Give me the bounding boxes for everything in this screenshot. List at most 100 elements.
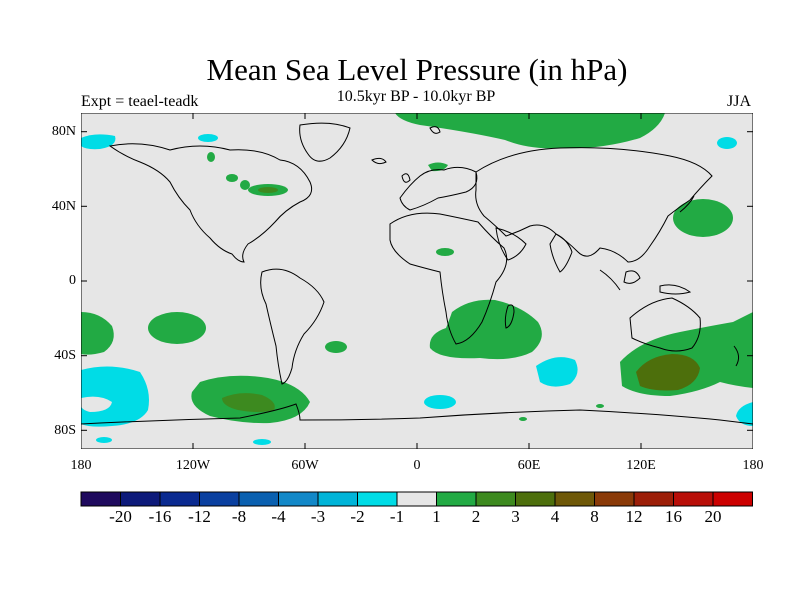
lat-label-40s: 40S bbox=[54, 348, 76, 363]
colorbar-label: 12 bbox=[625, 507, 643, 526]
lon-label-120w: 120W bbox=[175, 458, 211, 473]
colorbar-swatch bbox=[238, 491, 279, 507]
coast-antarctica bbox=[81, 403, 753, 425]
lat-label-0: 0 bbox=[69, 273, 76, 288]
map-frame bbox=[81, 113, 753, 449]
colorbar-swatch bbox=[633, 491, 674, 507]
anomaly-indian-ocean bbox=[536, 357, 578, 387]
season-label: JJA bbox=[727, 93, 752, 110]
anomaly-japan bbox=[673, 199, 733, 237]
colorbar-label: -4 bbox=[271, 507, 286, 526]
colorbar-label: 2 bbox=[471, 507, 481, 526]
coast-sumatra bbox=[599, 269, 621, 291]
lon-label-60w: 60W bbox=[291, 458, 319, 473]
coast-svalbard bbox=[429, 126, 441, 134]
coast-iceland bbox=[371, 157, 387, 165]
anomaly-hudson-core bbox=[258, 187, 278, 193]
colorbar-swatch bbox=[673, 491, 714, 507]
coast-arabia bbox=[495, 227, 527, 261]
colorbar-label: -2 bbox=[350, 507, 365, 526]
colorbar-swatch bbox=[594, 491, 635, 507]
anomaly-arctic bbox=[395, 113, 665, 149]
colorbar-label: 3 bbox=[511, 507, 520, 526]
coast-asia bbox=[475, 147, 713, 263]
lat-label-40n: 40N bbox=[51, 199, 76, 214]
colorbar-label: -3 bbox=[310, 507, 326, 526]
coast-north-america bbox=[108, 143, 313, 263]
colorbar-swatch bbox=[159, 491, 200, 507]
anomaly-south-pacific-30s bbox=[148, 312, 206, 344]
experiment-label: Expt = teael-teadk bbox=[81, 93, 199, 110]
chart-title: Mean Sea Level Pressure (in hPa) bbox=[206, 52, 628, 87]
anomaly-arctic-patch bbox=[428, 162, 448, 172]
colorbar-swatch bbox=[554, 491, 595, 507]
anomaly-west-pacific-edge bbox=[81, 312, 114, 355]
coast-british-isles bbox=[401, 173, 411, 183]
lat-label-80n: 80N bbox=[51, 124, 76, 139]
colorbar-swatch bbox=[120, 491, 161, 507]
coastlines bbox=[81, 122, 753, 425]
coast-madagascar bbox=[504, 304, 515, 329]
anomaly-arctic-east bbox=[717, 137, 737, 149]
colorbar-label: 4 bbox=[550, 507, 560, 526]
coast-new-zealand bbox=[733, 345, 740, 367]
lon-label-0: 0 bbox=[413, 458, 421, 473]
anomaly-canada-small-2 bbox=[226, 174, 238, 182]
colorbar-label: -1 bbox=[389, 507, 405, 526]
anomaly-atlantic-small bbox=[325, 341, 347, 353]
anomaly-arctic-canada bbox=[81, 134, 116, 150]
coast-australia bbox=[629, 297, 701, 352]
anomaly-antarctic-small bbox=[519, 417, 527, 421]
anomaly-africa-small bbox=[436, 248, 454, 256]
colorbar-label: 16 bbox=[665, 507, 682, 526]
anomaly-fields bbox=[81, 113, 753, 449]
lat-label-80s: 80S bbox=[54, 423, 76, 438]
anomaly-canada-small-3 bbox=[240, 180, 250, 190]
coast-africa bbox=[389, 212, 508, 345]
anomaly-canada-small-1 bbox=[207, 152, 215, 162]
anomaly-south-pacific-180 bbox=[81, 366, 149, 427]
anomaly-antarctic-cyan bbox=[253, 439, 271, 445]
colorbar-label: -20 bbox=[109, 507, 132, 526]
colorbar-label: -16 bbox=[148, 507, 172, 526]
anomaly-south-atlantic bbox=[424, 395, 456, 409]
colorbar-swatch bbox=[712, 491, 753, 507]
lon-label-60e: 60E bbox=[517, 458, 541, 473]
coast-new-guinea bbox=[659, 284, 692, 295]
colorbar-swatch bbox=[475, 491, 516, 507]
coast-india bbox=[549, 233, 573, 273]
coast-japan bbox=[679, 195, 695, 213]
colorbar-swatch bbox=[436, 491, 477, 507]
colorbar-swatch bbox=[515, 491, 556, 507]
lon-ticks bbox=[192, 113, 642, 449]
colorbar bbox=[80, 491, 753, 507]
colorbar-swatch bbox=[396, 491, 437, 507]
colorbar-label: 20 bbox=[704, 507, 722, 526]
colorbar-swatch bbox=[278, 491, 319, 507]
chart-subtitle: 10.5kyr BP - 10.0kyr BP bbox=[336, 88, 496, 105]
anomaly-canada-cyan bbox=[198, 134, 218, 142]
colorbar-label: 1 bbox=[432, 507, 441, 526]
colorbar-label: -12 bbox=[188, 507, 211, 526]
coast-south-america bbox=[260, 268, 325, 385]
colorbar-label: -8 bbox=[231, 507, 247, 526]
lon-label-120e: 120E bbox=[626, 458, 656, 473]
lon-label-180-east: 180 bbox=[742, 458, 764, 473]
anomaly-antarctic-small-2 bbox=[596, 404, 604, 408]
anomaly-cyan-small bbox=[96, 437, 112, 443]
colorbar-label: 8 bbox=[590, 507, 599, 526]
colorbar-swatch bbox=[80, 491, 121, 507]
lon-label-180-west: 180 bbox=[70, 458, 92, 473]
anomaly-south-pacific-core bbox=[222, 393, 275, 412]
colorbar-swatch bbox=[357, 491, 398, 507]
lat-ticks bbox=[81, 131, 753, 431]
colorbar-swatch bbox=[199, 491, 240, 507]
anomaly-pacific-gap bbox=[81, 396, 112, 412]
anomaly-australia-east bbox=[728, 327, 753, 363]
colorbar-swatch bbox=[317, 491, 358, 507]
anomaly-east-edge bbox=[736, 402, 753, 426]
anomaly-australia-core bbox=[636, 354, 700, 391]
coast-borneo bbox=[623, 270, 641, 284]
coast-greenland bbox=[299, 122, 351, 162]
